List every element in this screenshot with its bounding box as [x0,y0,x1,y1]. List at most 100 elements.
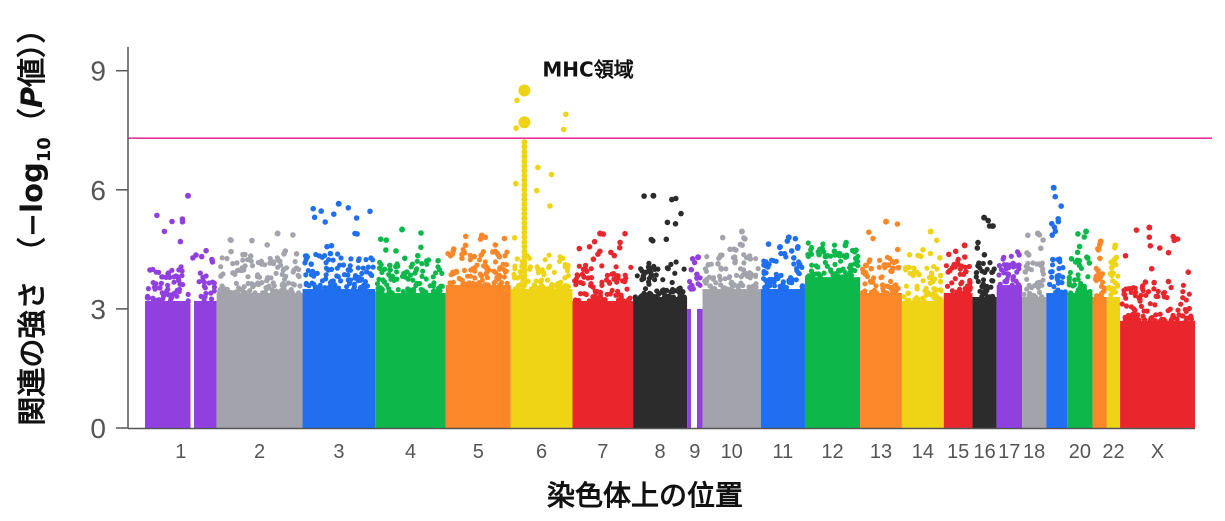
snp-point [852,268,858,274]
snp-point [512,286,518,292]
snp-point [483,265,489,271]
snp-point [817,273,823,279]
snp-point [1066,274,1072,280]
snp-point-mhc [521,153,528,160]
snp-point [496,253,503,260]
snp-point [731,246,737,252]
snp-point [799,264,805,270]
snp-point [338,255,344,261]
snp-point [748,273,754,279]
snp-point [533,278,539,284]
snp-point [197,270,203,276]
snp-point [707,283,714,289]
x-ticks: 1 2 3 4 5 6 7 8 9 10 11 12 13 14 15 16 17 18 20 22 X [175,441,1164,463]
snp-point [842,270,849,276]
snp-point [647,290,653,296]
snp-point [203,247,209,254]
snp-point [895,264,902,271]
snp-point [1085,274,1091,280]
snp-point [805,240,811,246]
snp-point [280,267,286,273]
snp-point [418,244,424,251]
snp-point [152,286,158,292]
snp-point [943,263,950,269]
snp-point [479,273,485,279]
chromosome-band-9-0 [702,289,761,428]
snp-point [270,290,276,296]
snp-point [1108,264,1115,271]
snp-point [820,249,827,255]
snp-point [990,269,996,275]
snp-point [1151,279,1157,286]
snp-point [974,270,980,276]
snp-point [634,273,640,279]
snp-point [1030,260,1036,266]
snp-point [716,255,722,261]
snp-point [965,288,971,295]
snp-point-peak [842,242,849,249]
snp-point [949,288,956,294]
snp-point [360,265,366,271]
snp-point-peak [1034,230,1041,237]
snp-point [967,283,973,289]
snp-point [639,293,645,299]
snp-point [387,289,393,295]
snp-point [958,281,964,287]
snp-point [679,294,685,300]
snp-point [583,263,589,269]
snp-point [1025,232,1031,239]
snp-point [238,267,245,274]
snp-point [1051,284,1057,290]
snp-point [911,265,917,272]
snp-point [179,219,186,225]
snp-point [514,256,520,262]
snp-point [547,203,553,209]
snp-point [916,271,922,278]
snp-point [673,259,679,265]
snp-point [604,272,611,278]
snp-point [511,235,518,241]
snp-point-mhc [521,258,528,265]
chromosome-band-8-0 [687,308,691,428]
snp-point [1068,256,1075,262]
snp-point [957,271,963,277]
snp-point [1095,246,1101,252]
snp-point [154,212,160,219]
snp-point [327,284,333,290]
snp-point [175,274,181,280]
snp-point [325,267,331,273]
snp-point [363,257,369,263]
snp-point [615,288,621,294]
snp-point-peak [738,228,745,235]
snp-point [271,283,277,289]
snp-point [944,283,951,289]
snp-point [773,258,779,264]
snp-point [884,254,891,260]
snp-point [502,269,509,275]
snp-point-mhc [521,167,528,174]
snp-point-mhc [521,277,528,284]
snp-point [467,282,474,288]
snp-point-mhc [521,172,528,179]
snp-point-mhc [521,215,528,222]
snp-point [374,281,380,287]
snp-point [351,284,357,290]
snp-point [947,267,953,274]
snp-point [1068,290,1074,296]
snp-point [937,272,944,279]
snp-point [228,237,234,243]
snp-point [864,274,871,280]
snp-point [973,274,979,280]
snp-point [1182,306,1188,313]
snp-point [453,268,459,274]
chromosome-band-10-0 [760,289,805,428]
snp-point [1067,269,1073,276]
snp-point [1077,284,1083,290]
snp-point [1033,294,1039,300]
snp-point [268,275,274,281]
snp-point [828,267,834,273]
snp-point [245,280,251,287]
snp-point [331,211,337,217]
snp-point [536,286,542,292]
